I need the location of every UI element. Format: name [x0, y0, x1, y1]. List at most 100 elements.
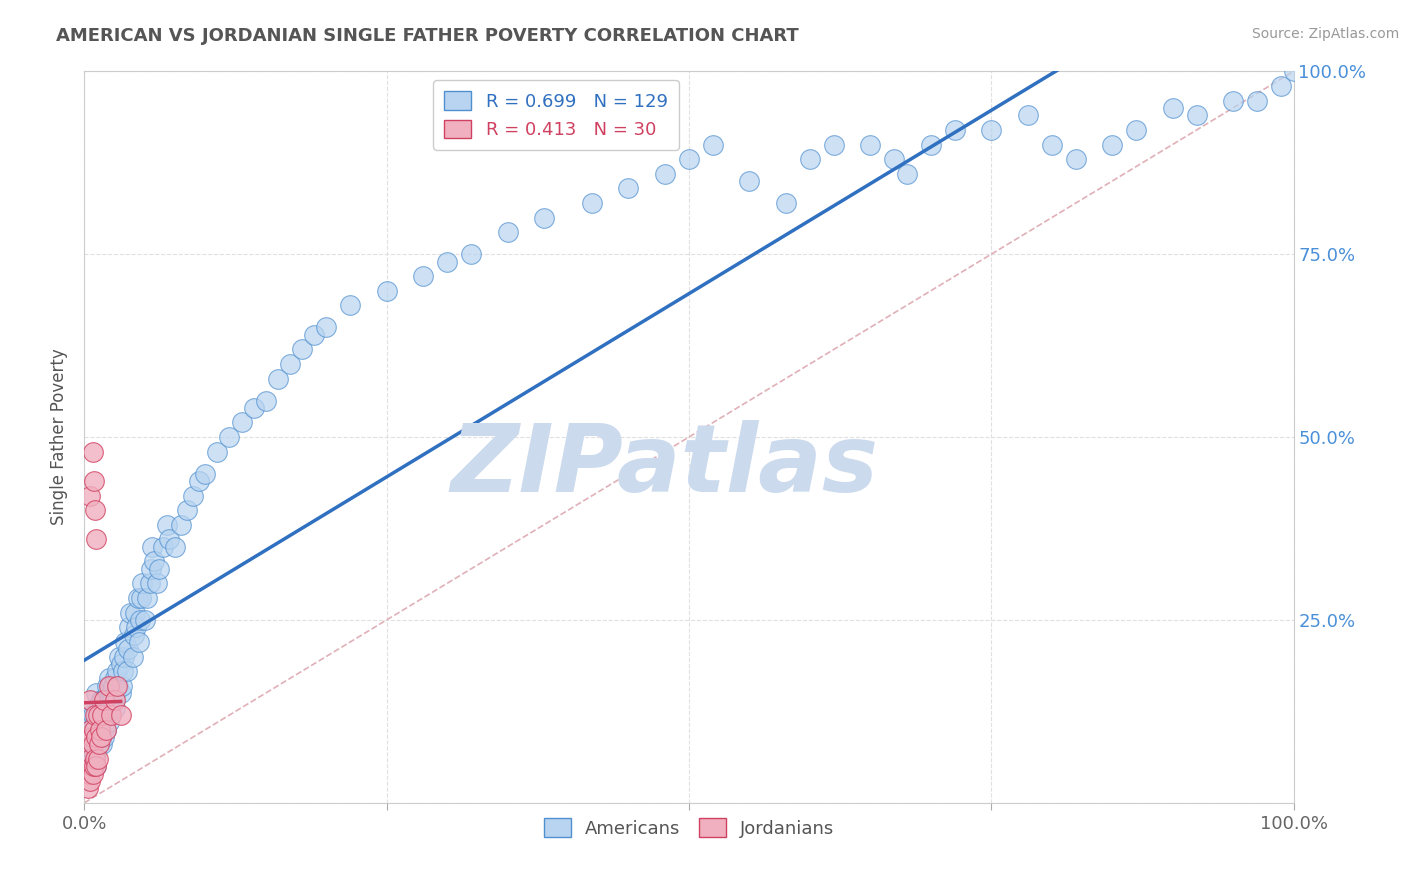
- Point: [84, 708, 107, 723]
- Point: [79, 693, 101, 707]
- Point: [188, 474, 211, 488]
- Point: [702, 137, 724, 152]
- Point: [129, 613, 152, 627]
- Point: [91, 693, 114, 707]
- Point: [1270, 78, 1292, 93]
- Point: [83, 730, 105, 744]
- Point: [111, 679, 134, 693]
- Point: [79, 489, 101, 503]
- Point: [1185, 108, 1208, 122]
- Point: [165, 540, 187, 554]
- Point: [79, 773, 101, 788]
- Point: [101, 693, 124, 707]
- Point: [84, 752, 107, 766]
- Point: [82, 737, 104, 751]
- Point: [89, 723, 111, 737]
- Point: [94, 723, 117, 737]
- Point: [176, 503, 198, 517]
- Point: [94, 693, 117, 707]
- Point: [1161, 101, 1184, 115]
- Point: [91, 708, 114, 723]
- Point: [79, 745, 101, 759]
- Point: [124, 606, 146, 620]
- Point: [77, 766, 100, 780]
- Point: [1222, 94, 1244, 108]
- Point: [231, 416, 253, 430]
- Point: [139, 562, 162, 576]
- Point: [91, 715, 114, 730]
- Point: [115, 664, 138, 678]
- Point: [155, 517, 177, 532]
- Point: [82, 752, 104, 766]
- Point: [104, 686, 127, 700]
- Point: [980, 123, 1002, 137]
- Point: [89, 730, 111, 744]
- Point: [84, 730, 107, 744]
- Point: [97, 693, 120, 707]
- Point: [87, 723, 110, 737]
- Point: [105, 679, 128, 693]
- Point: [678, 152, 700, 166]
- Point: [302, 327, 325, 342]
- Point: [86, 759, 108, 773]
- Point: [129, 591, 152, 605]
- Point: [77, 781, 100, 796]
- Point: [436, 254, 458, 268]
- Point: [82, 723, 104, 737]
- Point: [79, 723, 101, 737]
- Point: [89, 708, 111, 723]
- Point: [79, 759, 101, 773]
- Point: [100, 686, 122, 700]
- Point: [143, 554, 166, 568]
- Point: [100, 708, 122, 723]
- Point: [110, 708, 132, 723]
- Point: [267, 371, 290, 385]
- Point: [83, 723, 105, 737]
- Point: [79, 723, 101, 737]
- Point: [112, 664, 135, 678]
- Point: [207, 444, 229, 458]
- Point: [242, 401, 264, 415]
- Point: [86, 745, 108, 759]
- Point: [86, 737, 108, 751]
- Point: [412, 269, 434, 284]
- Point: [127, 591, 149, 605]
- Point: [278, 357, 301, 371]
- Point: [86, 708, 108, 723]
- Point: [859, 137, 882, 152]
- Point: [96, 679, 118, 693]
- Point: [98, 700, 121, 714]
- Point: [775, 196, 797, 211]
- Point: [105, 664, 128, 678]
- Point: [121, 649, 143, 664]
- Point: [339, 298, 361, 312]
- Point: [920, 137, 942, 152]
- Point: [122, 627, 145, 641]
- Point: [86, 759, 108, 773]
- Point: [94, 715, 117, 730]
- Point: [83, 759, 105, 773]
- Point: [80, 730, 103, 744]
- Point: [533, 211, 555, 225]
- Point: [581, 196, 603, 211]
- Point: [91, 737, 114, 751]
- Point: [128, 635, 150, 649]
- Point: [125, 620, 148, 634]
- Point: [654, 167, 676, 181]
- Point: [107, 679, 129, 693]
- Point: [90, 693, 112, 707]
- Point: [104, 693, 127, 707]
- Point: [157, 533, 180, 547]
- Point: [84, 752, 107, 766]
- Point: [104, 672, 127, 686]
- Point: [84, 503, 107, 517]
- Point: [96, 708, 118, 723]
- Point: [1246, 94, 1268, 108]
- Point: [181, 489, 204, 503]
- Point: [84, 715, 107, 730]
- Point: [136, 591, 159, 605]
- Point: [90, 723, 112, 737]
- Text: Source: ZipAtlas.com: Source: ZipAtlas.com: [1251, 27, 1399, 41]
- Point: [291, 343, 314, 357]
- Point: [86, 723, 108, 737]
